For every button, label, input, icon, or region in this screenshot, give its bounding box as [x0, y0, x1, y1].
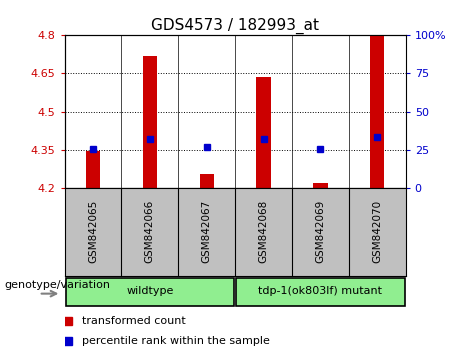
Bar — [86, 151, 100, 188]
Text: GSM842066: GSM842066 — [145, 200, 155, 263]
Bar — [256, 77, 271, 188]
Text: GSM842068: GSM842068 — [259, 200, 269, 263]
Text: transformed count: transformed count — [82, 316, 185, 326]
Text: percentile rank within the sample: percentile rank within the sample — [82, 336, 270, 346]
Bar — [65, 278, 234, 306]
Text: GSM842069: GSM842069 — [315, 200, 325, 263]
Bar — [143, 56, 157, 188]
Bar — [236, 278, 405, 306]
Text: GSM842065: GSM842065 — [88, 200, 98, 263]
Bar — [200, 174, 214, 188]
Text: wildtype: wildtype — [126, 286, 173, 296]
Text: GSM842067: GSM842067 — [201, 200, 212, 263]
Text: genotype/variation: genotype/variation — [5, 280, 111, 290]
Bar — [370, 35, 384, 188]
Bar — [313, 183, 327, 188]
Text: tdp-1(ok803lf) mutant: tdp-1(ok803lf) mutant — [259, 286, 382, 296]
Text: GSM842070: GSM842070 — [372, 200, 382, 263]
Title: GDS4573 / 182993_at: GDS4573 / 182993_at — [151, 18, 319, 34]
